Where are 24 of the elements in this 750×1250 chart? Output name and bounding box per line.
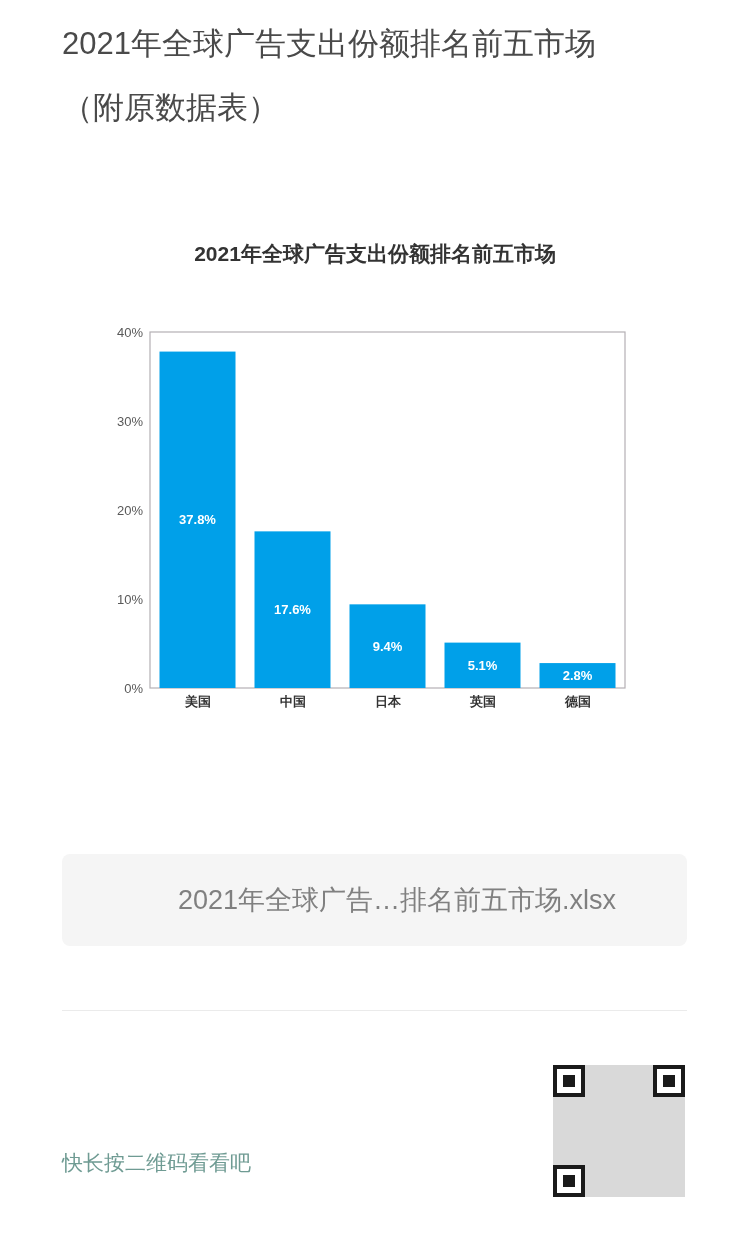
bar	[444, 642, 521, 688]
data-label: 9.4%	[372, 638, 403, 654]
text: 2021年全球广告…排名前五市场.xlsx	[178, 884, 617, 917]
chart-subtitle: 2021年全球广告支出份额排名前五市场	[194, 241, 556, 265]
x-tick-label: 日本	[374, 693, 402, 709]
data-label: 5.1%	[467, 657, 498, 673]
y-tick-label: 0%	[124, 680, 144, 696]
chart-title: 2021年全球广告支出份额排名前五市场（附原数据表）	[62, 25, 597, 127]
data-label: 17.6%	[274, 602, 312, 618]
y-tick-label: 20%	[116, 502, 144, 518]
data-label: 2.8%	[562, 668, 593, 684]
x-tick-label: 中国	[279, 693, 306, 709]
y-tick-label: 30%	[116, 413, 144, 429]
bar	[159, 351, 236, 688]
bar	[254, 531, 331, 688]
x-tick-label: 德国	[563, 693, 591, 709]
y-tick-label: 40%	[116, 324, 144, 340]
bar	[349, 604, 426, 688]
text: 快长按二维码看看吧	[62, 1150, 251, 1176]
data-label: 37.8%	[179, 512, 217, 528]
x-tick-label: 英国	[468, 693, 496, 709]
bar	[539, 663, 616, 688]
y-tick-label: 10%	[116, 591, 144, 607]
x-tick-label: 美国	[183, 693, 211, 709]
